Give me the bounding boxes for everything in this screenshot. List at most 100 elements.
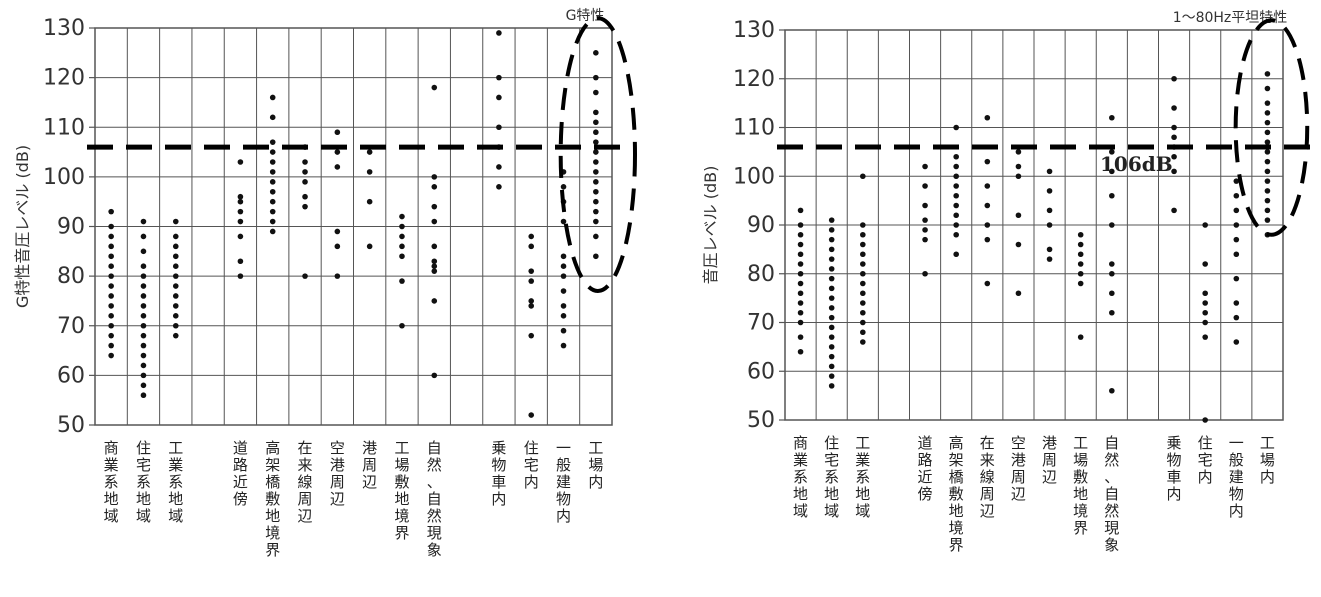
data-point	[1046, 168, 1053, 175]
category-label: 商業系地域	[104, 439, 119, 525]
data-point	[237, 233, 244, 240]
data-point	[828, 334, 835, 340]
data-point	[593, 119, 599, 126]
data-point	[1015, 163, 1022, 170]
data-point	[1233, 222, 1240, 228]
data-point	[1264, 217, 1271, 223]
data-point	[237, 193, 244, 200]
data-point	[269, 208, 276, 215]
data-point	[269, 198, 276, 205]
category-label: 空港周辺	[330, 439, 345, 508]
data-point	[528, 268, 535, 274]
category-label: 一般建物内	[1229, 434, 1244, 520]
data-point	[1264, 158, 1271, 165]
data-point	[172, 313, 179, 319]
data-point	[431, 258, 438, 265]
data-point	[1046, 188, 1053, 194]
data-point	[797, 334, 804, 340]
data-point	[140, 218, 147, 225]
data-point	[984, 222, 991, 228]
data-point	[797, 348, 804, 355]
data-point	[431, 218, 438, 225]
category-label: 住宅系地域	[136, 439, 151, 525]
data-point	[108, 263, 114, 270]
data-point	[797, 270, 804, 277]
y-tick-label: 120	[43, 66, 85, 91]
data-point	[828, 236, 835, 243]
data-point	[828, 344, 835, 350]
data-point	[828, 324, 835, 331]
y-tick-label: 130	[43, 16, 85, 41]
y-tick-label: 110	[733, 116, 775, 141]
data-point	[1202, 300, 1208, 306]
data-point	[496, 94, 502, 101]
data-point	[140, 293, 147, 299]
data-point	[1264, 110, 1271, 116]
highlight-ellipse	[1233, 18, 1310, 237]
data-point	[1202, 319, 1208, 326]
data-point	[399, 243, 405, 250]
data-point	[366, 243, 373, 250]
category-label: 住宅系地域	[824, 434, 839, 520]
data-point	[560, 303, 567, 309]
data-point	[953, 202, 959, 209]
data-point	[140, 263, 147, 270]
category-label: 工場内	[588, 439, 603, 491]
data-point	[922, 183, 928, 189]
data-point	[269, 169, 276, 175]
data-point	[269, 139, 276, 145]
data-point	[593, 129, 599, 136]
data-point	[922, 202, 928, 209]
category-label: 商業系地域	[793, 434, 808, 520]
data-point	[1109, 309, 1115, 316]
data-point	[528, 243, 535, 250]
data-point	[984, 158, 991, 165]
data-point	[1171, 168, 1177, 175]
data-point	[431, 243, 438, 250]
data-point	[828, 217, 835, 223]
data-point	[560, 327, 567, 334]
data-point	[269, 114, 276, 121]
data-point	[140, 352, 147, 359]
data-point	[593, 159, 599, 165]
data-point	[302, 169, 308, 175]
data-point	[797, 280, 804, 287]
category-label: 工場敷地境界	[1073, 434, 1088, 537]
data-point	[984, 236, 991, 243]
category-label: 道路近傍	[918, 434, 933, 503]
chart-title: 1～80Hz平坦特性	[1173, 10, 1288, 26]
category-label: 道路近傍	[233, 439, 248, 508]
data-point	[108, 243, 114, 250]
y-tick-label: 60	[57, 363, 85, 388]
data-point	[140, 313, 147, 319]
data-point	[593, 50, 599, 56]
data-point	[560, 342, 567, 349]
data-point	[922, 217, 928, 223]
y-tick-label: 120	[733, 67, 775, 92]
data-point	[953, 231, 959, 238]
data-point	[922, 270, 928, 277]
data-point	[984, 114, 991, 121]
data-point	[172, 283, 179, 289]
data-point	[269, 228, 276, 235]
data-point	[860, 280, 866, 287]
category-label: 自然、自然現象	[427, 439, 442, 559]
data-point	[560, 273, 567, 279]
y-tick-label: 80	[57, 264, 85, 289]
data-point	[1233, 236, 1240, 243]
data-point	[1015, 173, 1022, 180]
data-point	[108, 332, 114, 339]
category-label: 工場敷地境界	[394, 439, 409, 542]
data-point	[953, 192, 959, 199]
data-point	[108, 208, 114, 215]
data-point	[431, 174, 438, 180]
data-point	[1109, 114, 1115, 121]
data-point	[431, 268, 438, 274]
data-point	[1109, 222, 1115, 228]
data-point	[1233, 207, 1240, 214]
y-tick-label: 50	[57, 413, 85, 438]
data-point	[528, 233, 535, 240]
data-point	[528, 298, 535, 304]
data-point	[953, 251, 959, 258]
data-point	[593, 253, 599, 260]
